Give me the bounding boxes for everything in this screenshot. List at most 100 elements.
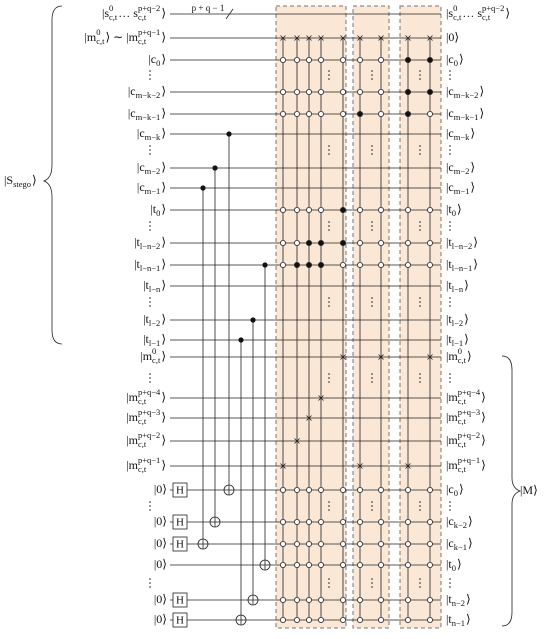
output-label: |t 0 ⟩: [446, 202, 462, 218]
superscript: 0: [458, 346, 462, 356]
control: [356, 597, 363, 604]
superscript: 0: [109, 3, 113, 13]
label-text: |m: [446, 410, 458, 424]
swap-cross: [405, 463, 411, 469]
input-label: |t l−1 ⟩: [143, 332, 166, 348]
control: [317, 617, 324, 624]
label-text: |m: [84, 30, 96, 44]
control: [293, 562, 300, 569]
label-text: |t: [446, 592, 452, 606]
input-label: |m p+q−1c,t ⟩: [126, 455, 166, 474]
vdot: [149, 578, 151, 580]
label-text: ⟩: [32, 173, 37, 187]
label-text: |m: [126, 458, 138, 472]
label-text: ⟩: [161, 6, 166, 20]
control: [293, 111, 300, 118]
vdot: [149, 305, 151, 307]
input-label: |0⟩: [154, 612, 167, 626]
label-text: |m: [446, 433, 458, 447]
subscript: l−n−1: [452, 263, 472, 273]
label-text: |t: [446, 557, 452, 571]
label-text: |c: [446, 180, 454, 194]
label-text: ⟩: [161, 332, 166, 346]
label-text: |c: [137, 160, 145, 174]
label-text: ⟩: [464, 332, 469, 346]
output-label: |m 0c,t ⟩: [446, 346, 472, 365]
vdot: [328, 305, 330, 307]
vdot: [371, 301, 373, 303]
control: [293, 89, 300, 96]
label-text: ⟩: [161, 390, 166, 404]
control: [293, 206, 300, 213]
h-gate-label: H: [176, 539, 184, 551]
control: [279, 486, 286, 493]
control: [356, 57, 363, 64]
vdot: [328, 377, 330, 379]
control: [356, 89, 363, 96]
control: [317, 486, 324, 493]
vdot: [419, 377, 421, 379]
superscript: p+q−4: [138, 387, 161, 397]
vdot: [328, 509, 330, 511]
vdot: [149, 586, 151, 588]
control: [339, 519, 346, 526]
swap-cross: [306, 35, 312, 41]
control: [426, 541, 433, 548]
output-label: |t l−n ⟩: [446, 278, 469, 294]
control: [317, 206, 324, 213]
label-text: ⟩: [161, 126, 166, 140]
vdot: [149, 145, 151, 147]
label-text: |c: [128, 106, 136, 120]
input-label: |0⟩: [154, 514, 167, 528]
label-text: ⟩: [161, 52, 166, 66]
control: [279, 562, 286, 569]
control: [279, 206, 286, 213]
swap-cross: [357, 463, 363, 469]
vdot: [419, 381, 421, 383]
output-label: |c m−k−2 ⟩: [446, 84, 484, 100]
control: [426, 519, 433, 526]
swap-cross: [340, 354, 346, 360]
control: [305, 617, 312, 624]
label-text: |c: [137, 126, 145, 140]
vdot: [449, 78, 451, 80]
output-label: |c 0 ⟩: [446, 52, 464, 68]
label-text: ⟩: [464, 278, 469, 292]
vdot: [449, 153, 451, 155]
control: [426, 562, 433, 569]
label-text: |s: [102, 6, 109, 20]
output-label: |t n−1 ⟩: [446, 612, 471, 628]
vdot: [328, 74, 330, 76]
control: [404, 519, 411, 526]
control: [426, 89, 433, 96]
label-text: ⟩: [161, 180, 166, 194]
control: [356, 519, 363, 526]
label-text: ⟩: [161, 278, 166, 292]
label-text: |t: [134, 235, 140, 249]
label-text: ⟩: [457, 557, 462, 571]
vdot: [371, 381, 373, 383]
control: [293, 541, 300, 548]
vdot: [449, 501, 451, 503]
vdot: [449, 149, 451, 151]
label-text: |c: [148, 52, 156, 66]
control: [339, 261, 346, 268]
label-text: ⟩: [481, 458, 486, 472]
label-text: ⟩: [467, 349, 472, 363]
swap-cross: [405, 35, 411, 41]
vdot: [419, 74, 421, 76]
label-text: |c: [137, 180, 145, 194]
subscript: c,t: [138, 439, 147, 449]
label-text: ⟩: [161, 349, 166, 363]
subscript: l−n−1: [140, 263, 160, 273]
label-text: |M⟩: [520, 483, 538, 497]
control: [317, 57, 324, 64]
label-text: ⟩: [464, 312, 469, 326]
control: [339, 111, 346, 118]
region: [399, 5, 442, 629]
superscript: p+q−1: [458, 455, 480, 465]
superscript: 0: [96, 27, 100, 37]
label-text: |t: [446, 332, 452, 346]
label-text: ⟩: [457, 202, 462, 216]
vdot: [371, 578, 373, 580]
